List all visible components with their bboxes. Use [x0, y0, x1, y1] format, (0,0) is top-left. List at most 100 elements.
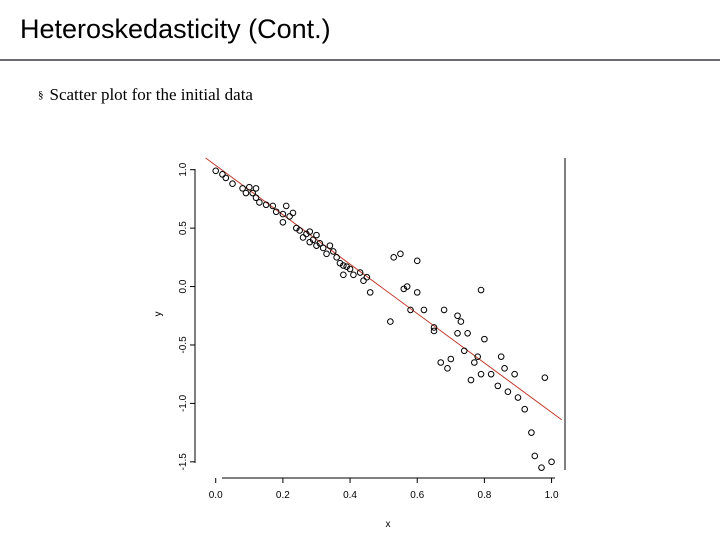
data-point [282, 202, 290, 210]
data-point [340, 262, 347, 269]
data-point [272, 208, 280, 216]
data-point [262, 201, 270, 209]
data-point [403, 283, 411, 290]
y-tick-label: 1.0 [178, 162, 189, 176]
data-point [444, 365, 451, 372]
data-point [212, 167, 220, 175]
data-point [387, 318, 394, 325]
data-point [477, 286, 485, 294]
bullet-icon: § [38, 89, 44, 101]
data-points [212, 167, 555, 471]
x-tick-label: 0.6 [410, 490, 424, 501]
data-point [447, 355, 455, 363]
data-point [390, 254, 398, 261]
data-point [350, 271, 357, 279]
data-point [299, 234, 307, 241]
data-point [326, 242, 334, 249]
data-point [454, 312, 461, 320]
data-point [511, 370, 518, 378]
data-point [249, 189, 256, 197]
y-axis-ticks: -1.5 -1.0 -0.5 0.0 0.5 1.0 [178, 162, 195, 470]
x-tick-label: 0.4 [343, 490, 357, 501]
data-point [531, 452, 539, 460]
data-point [430, 327, 438, 335]
data-point [467, 376, 475, 384]
data-point [252, 194, 260, 202]
y-tick-label: 0.5 [178, 221, 189, 235]
data-point [309, 236, 317, 244]
data-point [481, 335, 488, 343]
data-point [313, 231, 320, 239]
data-point [316, 240, 324, 247]
data-point [528, 429, 535, 436]
data-point [363, 273, 371, 281]
title-divider [0, 59, 720, 61]
data-point [256, 199, 263, 206]
x-tick-label: 0.0 [209, 490, 223, 501]
data-point [514, 394, 522, 401]
data-point [296, 227, 303, 234]
data-point [413, 289, 421, 296]
data-point [306, 228, 314, 235]
data-point [501, 365, 508, 372]
data-point [323, 250, 330, 258]
data-point [219, 171, 226, 178]
data-point [497, 353, 505, 360]
data-point [548, 458, 555, 466]
y-tick-label: -1.5 [178, 453, 189, 471]
data-point [269, 202, 277, 210]
bullet-text: Scatter plot for the initial data [49, 85, 253, 104]
data-point [504, 388, 512, 396]
bullet-item: § Scatter plot for the initial data [38, 85, 253, 105]
y-axis-title: y [153, 312, 164, 317]
data-point [356, 269, 364, 276]
y-tick-label: -1.0 [178, 394, 189, 412]
data-point [286, 213, 293, 220]
data-point [246, 183, 253, 191]
data-point [222, 174, 230, 182]
data-point [319, 244, 327, 252]
data-point [454, 329, 461, 337]
data-point [366, 289, 374, 296]
data-point [333, 254, 340, 261]
x-axis-ticks: 0.0 0.2 0.4 0.6 0.8 1.0 [209, 478, 559, 501]
x-axis-title: x [386, 519, 391, 530]
data-point [487, 370, 495, 378]
data-point [464, 329, 471, 337]
data-point [420, 306, 428, 314]
data-point [457, 318, 465, 325]
x-tick-label: 0.2 [276, 490, 290, 501]
regression-line [205, 157, 562, 421]
data-point [430, 324, 438, 331]
data-point [471, 359, 478, 366]
x-tick-label: 1.0 [545, 490, 559, 501]
data-point [329, 248, 337, 255]
data-point [440, 306, 448, 314]
data-point [340, 271, 347, 279]
data-point [437, 359, 445, 366]
data-point [360, 277, 367, 284]
data-point [397, 250, 404, 258]
data-point [460, 347, 468, 355]
x-tick-label: 0.8 [477, 490, 491, 501]
data-point [541, 374, 549, 381]
data-point [474, 353, 481, 360]
data-point [538, 464, 545, 471]
data-point [252, 185, 260, 192]
data-point [477, 370, 485, 378]
slide-title: Heteroskedasticity (Cont.) [20, 14, 331, 44]
data-point [239, 185, 246, 192]
data-point [289, 209, 297, 217]
data-point [279, 218, 287, 226]
data-point [494, 382, 502, 390]
data-point [346, 265, 354, 273]
y-tick-label: -0.5 [178, 336, 189, 354]
data-point [229, 180, 236, 188]
data-point [279, 210, 287, 218]
data-point [242, 189, 250, 197]
data-point [521, 405, 528, 413]
y-tick-label: 0.0 [178, 279, 189, 293]
data-point [413, 257, 421, 265]
data-point [407, 306, 414, 314]
